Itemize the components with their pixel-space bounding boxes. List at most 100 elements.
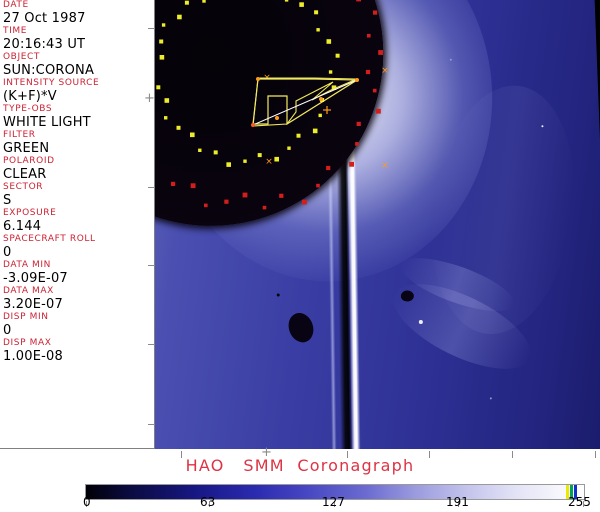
metadata-value-object: SUN:CORONA [3,63,95,78]
calibration-dot-outer [355,142,359,146]
calibration-dot-inner [314,10,319,15]
calibration-dot-inner [284,0,289,2]
metadata-value-time: 20:16:43 UT [3,37,86,52]
colorbar-stripe-blue [574,485,577,499]
metadata-row: OBJECT SUN:CORONA [0,52,154,78]
calibration-x-marker: × [265,157,273,167]
metadata-key-date: DATE [3,0,29,10]
calibration-x-marker: × [381,66,389,76]
metadata-key-disp-max: DISP MAX [3,338,52,348]
calibration-dot-inner [316,28,320,32]
metadata-row: DISP MIN 0 [0,312,154,338]
calibration-dot-outer [367,33,371,38]
calibration-dot-inner [213,150,218,155]
calibration-dot-outer [190,183,196,189]
calibration-dot-outer [302,199,307,205]
metadata-key-sector: SECTOR [3,182,44,192]
calibration-dot-inner [312,128,318,134]
calibration-dot-inner [159,39,164,44]
metadata-row: DISP MAX 1.00E-08 [0,338,154,364]
calibration-dot-inner [299,2,304,7]
metadata-value-data-min: -3.09E-07 [3,271,68,286]
polygon-shape [252,78,360,126]
colorbar-stripe-green [570,485,573,499]
metadata-value-type-obs: WHITE LIGHT [3,115,91,130]
calibration-dot-inner [331,85,337,90]
metadata-value-date: 27 Oct 1987 [3,11,86,26]
calibration-dot-inner [159,55,165,60]
metadata-value-disp-min: 0 [3,323,12,338]
calibration-dot-outer [376,108,381,114]
colorbar-label-0: 0 [83,495,91,509]
metadata-value-exposure: 6.144 [3,219,42,234]
metadata-value-spacecraft-roll: 0 [3,245,12,260]
polygon-diagonal [252,79,358,126]
calibration-dot-inner [184,0,189,5]
metadata-key-disp-min: DISP MIN [3,312,49,322]
coronagraph-image[interactable]: × × × × [155,0,600,449]
calibration-dot-inner [328,70,333,74]
colorbar-stripe-yellow [566,485,569,499]
calibration-dot-outer [356,121,361,126]
calibration-dot-outer [356,0,361,2]
center-crosshair-marker [323,106,331,114]
metadata-value-sector: S [3,193,12,208]
calibration-dot-outer [378,50,383,55]
calibration-dot-inner [296,133,301,138]
calibration-dot-outer [224,199,229,204]
calibration-dot-outer [242,192,248,198]
colorbar-ramp [85,484,585,500]
metadata-row: EXPOSURE 6.144 [0,208,154,234]
metadata-key-polaroid: POLAROID [3,156,55,166]
calibration-dot-inner [287,146,291,150]
overlay-graphics: ×××× [156,0,389,210]
calibration-dot-outer [204,203,208,208]
colorbar-label-191: 191 [446,495,469,509]
metadata-row: DATA MAX 3.20E-07 [0,286,154,312]
calibration-dot-inner [257,153,262,158]
calibration-dot-inner [176,125,181,130]
calibration-dot-inner [318,113,322,118]
chart-title: HAO SMM Coronagraph [185,456,415,475]
metadata-key-data-min: DATA MIN [3,260,51,270]
inner-ring-dots [156,0,340,167]
metadata-key-type-obs: TYPE-OBS [3,104,53,114]
metadata-value-intensity-source: (K+F)*V [3,89,57,104]
polygon-outline [252,77,358,127]
calibration-dot-inner [190,132,195,138]
calibration-dot-outer [373,10,378,15]
metadata-key-data-max: DATA MAX [3,286,54,296]
calibration-dot-inner [243,159,247,163]
metadata-row: TYPE-OBS WHITE LIGHT [0,104,154,130]
metadata-row: DATE 27 Oct 1987 [0,0,154,26]
polygon-vertex-markers [251,77,359,127]
calibration-dot-outer [262,205,267,210]
calibration-x-marker: × [381,161,389,171]
metadata-value-data-max: 3.20E-07 [3,297,63,312]
calibration-dot-outer [365,69,371,75]
outer-ring-dots: ×××× [171,0,389,210]
metadata-row: INTENSITY SOURCE (K+F)*V [0,78,154,104]
metadata-row: DATA MIN -3.09E-07 [0,260,154,286]
colorbar-label-63: 63 [200,495,216,509]
calibration-dot-inner [326,39,332,44]
metadata-key-time: TIME [3,26,28,36]
metadata-value-polaroid: CLEAR [3,167,47,182]
field-polygon [251,77,360,127]
calibration-dot-outer [372,88,377,93]
calibration-dot-outer [171,181,176,186]
colorbar-label-255: 255 [568,495,591,509]
metadata-value-filter: GREEN [3,141,50,156]
colorbar[interactable] [85,484,585,500]
colorbar-label-127: 127 [322,495,345,509]
metadata-row: SPACECRAFT ROLL 0 [0,234,154,260]
calibration-dot-inner [335,53,340,58]
calibration-dot-inner [156,85,161,90]
metadata-value-disp-max: 1.00E-08 [3,349,63,364]
calibration-dot-inner [198,148,202,152]
axis-center-marker-left: + [144,91,155,106]
calibration-dot-inner [161,23,166,27]
axis-center-marker-bottom: + [261,445,272,460]
calibration-dot-inner [177,14,182,20]
metadata-key-intensity-source: INTENSITY SOURCE [3,78,100,88]
